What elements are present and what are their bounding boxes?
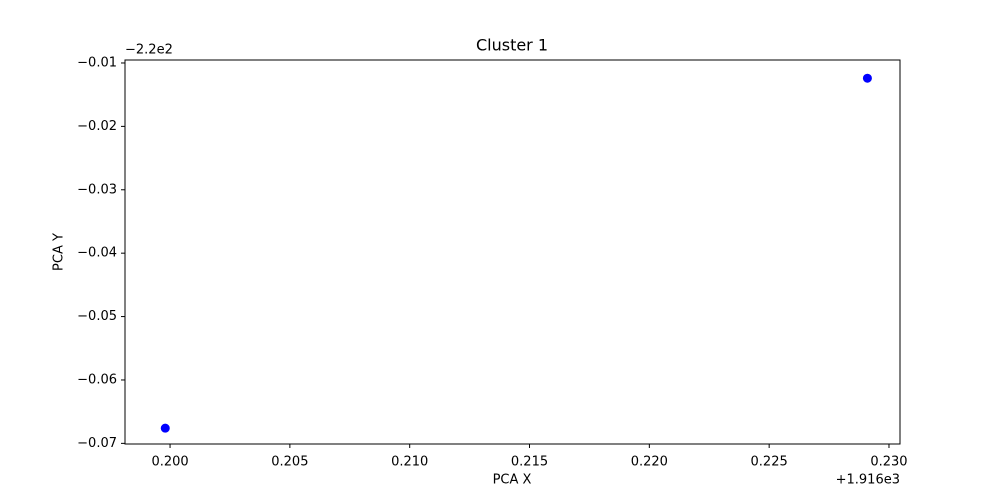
y-tick-label: −0.04 [77, 246, 117, 261]
y-tick-label: −0.03 [77, 182, 117, 197]
x-tick-label: 0.215 [511, 455, 548, 470]
x-tick-label: 0.205 [271, 455, 308, 470]
x-axis-label: PCA X [493, 473, 532, 488]
x-tick-label: 0.220 [631, 455, 668, 470]
y-tick-label: −0.02 [77, 119, 117, 134]
x-tick-label: 0.230 [870, 455, 907, 470]
point [160, 423, 170, 433]
x-tick-label: 0.225 [751, 455, 788, 470]
y-tick-label: −0.01 [77, 55, 117, 70]
y-tick-label: −0.06 [77, 372, 117, 387]
chart-title: Cluster 1 [476, 36, 548, 55]
y-tick-label: −0.07 [77, 436, 117, 451]
x-tick-label: 0.200 [151, 455, 188, 470]
plot-frame [124, 59, 901, 445]
y-axis-label: PCA Y [52, 233, 67, 271]
x-offset-label: +1.916e3 [836, 473, 900, 488]
x-tick-label: 0.210 [391, 455, 428, 470]
point [862, 73, 872, 83]
y-tick-label: −0.05 [77, 309, 117, 324]
y-offset-label: −2.2e2 [125, 43, 173, 58]
